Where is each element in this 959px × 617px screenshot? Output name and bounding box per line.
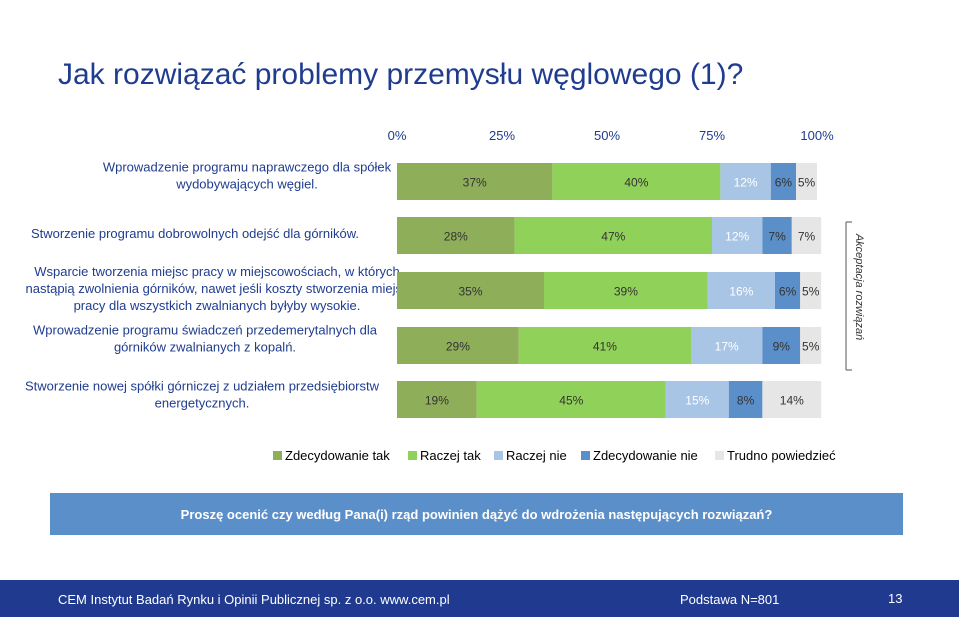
bar-segment [707, 272, 775, 309]
data-label: 35% [458, 285, 482, 299]
bar-segment [791, 217, 822, 254]
legend-swatch [273, 451, 282, 460]
bar-segment [514, 217, 712, 254]
bar-segment [397, 217, 515, 254]
bar-segment [397, 381, 477, 418]
bar-segment [397, 327, 519, 364]
legend-label: Trudno powiedzieć [727, 448, 836, 463]
category-label: Wsparcie tworzenia miejsc pracy w miejsc… [34, 264, 400, 279]
x-tick-label: 50% [594, 128, 620, 143]
footer-bar: CEM Instytut Badań Rynku i Opinii Public… [0, 580, 959, 617]
category-label: Wprowadzenie programu świadczeń przedeme… [33, 323, 378, 338]
data-label: 19% [425, 394, 449, 408]
data-label: 7% [798, 230, 816, 244]
category-label: energetycznych. [155, 396, 250, 411]
bars: 37% 40% 12% 6% 5% 28% 47% 12% 7% 7% 35% 39% 16% 6% 5% 2… [397, 163, 822, 418]
data-label: 40% [624, 176, 648, 190]
data-label: 28% [444, 230, 468, 244]
legend-label: Raczej tak [420, 448, 481, 463]
category-label: Wprowadzenie programu naprawczego dla sp… [103, 160, 392, 175]
bar-segment [762, 217, 792, 254]
data-label: 37% [463, 176, 487, 190]
question-text: Proszę ocenić czy według Pana(i) rząd po… [180, 506, 773, 522]
data-label: 16% [729, 285, 753, 299]
stacked-bar-chart: 0% 25% 50% 75% 100% Wprowadzenie programu na… [25, 128, 865, 463]
data-label: 41% [593, 340, 617, 354]
data-label: 8% [737, 394, 755, 408]
x-tick-label: 25% [489, 128, 515, 143]
bar-segment [762, 381, 822, 418]
data-label: 6% [775, 176, 793, 190]
question-box: Proszę ocenić czy według Pana(i) rząd po… [50, 493, 903, 535]
legend: Zdecydowanie tak Raczej tak Raczej nie Zdec… [273, 448, 836, 463]
bar-segment [552, 163, 721, 200]
data-label: 47% [601, 230, 625, 244]
bar-segment [762, 327, 801, 364]
legend-swatch [715, 451, 724, 460]
legend-label: Zdecydowanie tak [285, 448, 390, 463]
acceptance-label: Akceptacja rozwiązań [853, 233, 865, 340]
bar-segment [775, 272, 801, 309]
bar-segment [544, 272, 708, 309]
category-label: Stworzenie nowej spółki górniczej z udzi… [25, 379, 380, 394]
data-label: 5% [802, 285, 820, 299]
x-tick-label: 75% [699, 128, 725, 143]
bar-segment [476, 381, 666, 418]
category-label: nastąpią zwolnienia górników, nawet jeśl… [26, 281, 409, 296]
category-label: pracy dla wszystkich zwalnianych byłyby … [74, 298, 361, 313]
data-label: 5% [798, 176, 816, 190]
bar-segment [397, 272, 544, 309]
data-label: 29% [446, 340, 470, 354]
bar-segment [397, 163, 553, 200]
data-label: 9% [773, 340, 791, 354]
category-label: Stworzenie programu dobrowolnych odejść … [31, 226, 359, 241]
data-label: 45% [559, 394, 583, 408]
footer-institute: CEM Instytut Badań Rynku i Opinii Public… [58, 592, 450, 607]
data-label: 7% [768, 230, 786, 244]
bar-segment [712, 217, 763, 254]
data-label: 17% [715, 340, 739, 354]
data-label: 15% [685, 394, 709, 408]
bar-segment [720, 163, 771, 200]
bar-segment [796, 163, 817, 200]
bar-segment [728, 381, 763, 418]
slide-title: Jak rozwiązać problemy przemysłu węglowe… [58, 58, 744, 91]
acceptance-bracket: Akceptacja rozwiązań [845, 221, 865, 371]
category-label: wydobywających węgiel. [175, 177, 318, 192]
footer-base: Podstawa N=801 [680, 592, 780, 607]
legend-swatch [408, 451, 417, 460]
data-label: 14% [780, 394, 804, 408]
bar-segment [518, 327, 691, 364]
data-label: 12% [725, 230, 749, 244]
x-tick-label: 0% [388, 128, 407, 143]
x-axis-ticks: 0% 25% 50% 75% 100% [388, 128, 834, 143]
data-label: 6% [779, 285, 797, 299]
data-label: 12% [734, 176, 758, 190]
x-tick-label: 100% [800, 128, 834, 143]
legend-swatch [494, 451, 503, 460]
category-label: górników zwalnianych z kopalń. [114, 340, 296, 355]
legend-label: Zdecydowanie nie [593, 448, 698, 463]
data-label: 5% [802, 340, 820, 354]
data-label: 39% [614, 285, 638, 299]
bar-segment [800, 327, 822, 364]
bar-segment [770, 163, 796, 200]
page-number: 13 [888, 591, 903, 606]
bar-segment [691, 327, 763, 364]
bar-segment [800, 272, 822, 309]
legend-label: Raczej nie [506, 448, 567, 463]
bar-segment [665, 381, 729, 418]
category-labels: Wprowadzenie programu naprawczego dla sp… [25, 160, 409, 411]
legend-swatch [581, 451, 590, 460]
